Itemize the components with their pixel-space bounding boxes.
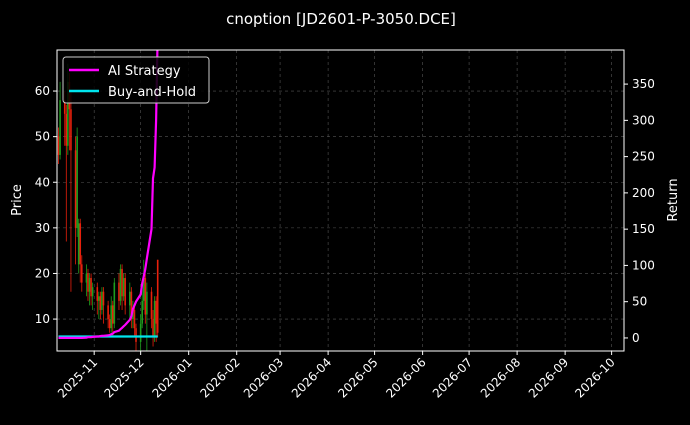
x-tick-label: 2026-07 [430, 355, 475, 400]
x-tick-label: 2026-01 [149, 355, 194, 400]
x-tick-label: 2026-09 [526, 355, 571, 400]
legend: AI Strategy Buy-and-Hold [62, 56, 210, 104]
x-tick-label: 2026-06 [383, 355, 428, 400]
candle-body [118, 282, 120, 301]
candle-body [76, 136, 78, 228]
y-left-tick-label: 20 [35, 266, 50, 280]
candle-body [135, 328, 137, 342]
y-axis-left-label: Price [10, 184, 25, 216]
candle-body [119, 268, 122, 301]
y-left-tick-label: 30 [35, 221, 50, 235]
y-axis-left: 10 20 30 40 50 60 [35, 84, 57, 326]
y-axis-right: 0 50 100 150 200 250 300 350 [624, 77, 655, 345]
legend-strategy-label: AI Strategy [108, 64, 181, 79]
candle-body [146, 291, 148, 315]
candle-body [129, 291, 131, 306]
y-right-tick-label: 50 [632, 295, 647, 309]
candle-body [88, 278, 91, 292]
candle-body [132, 309, 134, 320]
candle-body [150, 291, 153, 320]
candle-body [113, 282, 116, 324]
candle-body [91, 287, 94, 297]
x-tick-label: 2025-11 [55, 355, 100, 400]
y-left-tick-label: 50 [35, 130, 50, 144]
candle-body [108, 319, 111, 329]
x-tick-label: 2026-05 [335, 355, 380, 400]
candle-body [142, 278, 145, 301]
candle-body [77, 223, 80, 265]
y-right-tick-label: 350 [632, 77, 655, 91]
candle-body [63, 100, 66, 114]
candlesticks [57, 63, 159, 351]
candle-body [87, 273, 89, 292]
candle-body [96, 287, 99, 301]
candle-body [111, 305, 114, 324]
plot-frame [56, 49, 625, 352]
candle-body [99, 296, 102, 310]
y-right-tick-label: 200 [632, 186, 655, 200]
y-left-tick-label: 40 [35, 175, 50, 189]
candle-body [144, 278, 147, 315]
candle-body [133, 309, 136, 329]
candle-body [152, 319, 154, 338]
candle-body [79, 223, 82, 265]
y-right-tick-label: 250 [632, 150, 655, 164]
candle-body [59, 100, 61, 155]
candle-body [65, 113, 68, 146]
candle-body [153, 300, 156, 338]
candle-body [124, 278, 126, 306]
candle-body [130, 291, 133, 320]
x-tick-label: 2026-10 [572, 355, 617, 400]
candle-body [85, 273, 88, 283]
candle-body [121, 268, 123, 297]
return-lines [58, 50, 159, 339]
candle-body [155, 300, 157, 324]
x-tick-label: 2026-04 [289, 355, 334, 400]
candle-body [139, 323, 142, 342]
chart-title: cnoption [JD2601-P-3050.DCE] [226, 10, 456, 28]
grid [57, 50, 624, 351]
candle-body [57, 136, 60, 155]
candle-body [67, 81, 69, 146]
candle-body [74, 150, 77, 228]
candle-body [80, 264, 83, 283]
ai-strategy-line [58, 50, 159, 339]
candle-body [101, 291, 103, 310]
y-axis-right-label: Return [666, 178, 681, 221]
legend-hold-label: Buy-and-Hold [108, 85, 196, 100]
candle-body [110, 305, 113, 329]
candle-body [122, 278, 125, 297]
candle-body [107, 305, 109, 320]
candle-body [102, 291, 105, 306]
candle-body [156, 259, 159, 333]
x-tick-label: 2026-02 [197, 355, 242, 400]
candle-body [90, 278, 92, 297]
x-tick-label: 2026-03 [241, 355, 286, 400]
y-right-tick-label: 150 [632, 222, 655, 236]
y-right-tick-label: 0 [632, 331, 640, 345]
candle-body [70, 109, 72, 151]
candle-body [141, 300, 144, 324]
x-tick-label: 2026-08 [478, 355, 523, 400]
y-left-tick-label: 60 [35, 84, 50, 98]
x-tick-label: 2025-12 [101, 355, 146, 400]
candle-body [98, 296, 100, 301]
y-right-tick-label: 100 [632, 258, 655, 272]
y-left-tick-label: 10 [35, 312, 50, 326]
y-right-tick-label: 300 [632, 113, 655, 127]
